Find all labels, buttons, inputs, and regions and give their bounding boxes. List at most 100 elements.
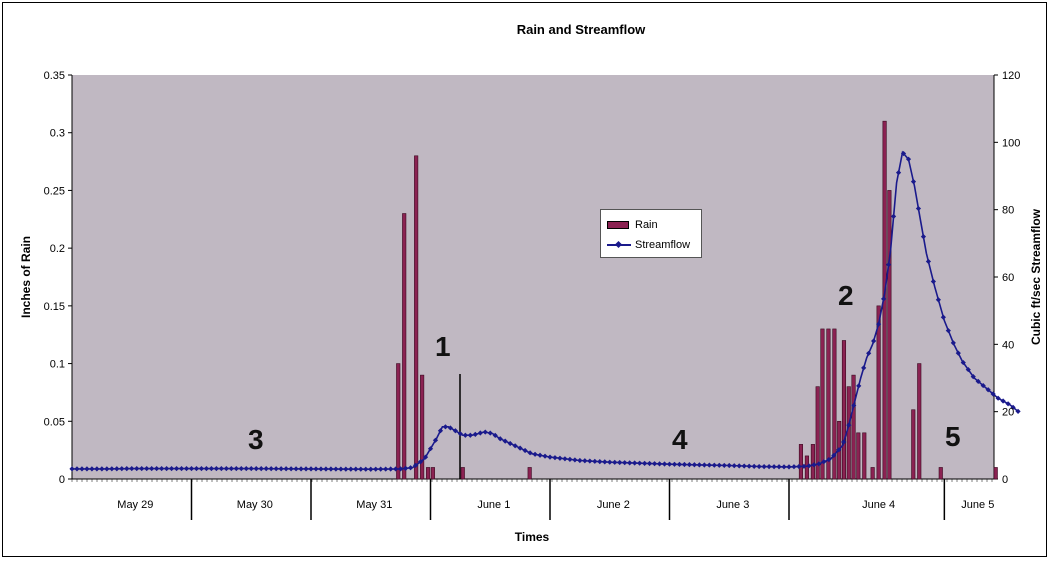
- streamflow-point: [502, 438, 508, 444]
- y-tick-label-left: 0.1: [50, 359, 65, 371]
- streamflow-point: [711, 462, 717, 468]
- streamflow-point: [183, 465, 190, 472]
- rain-bar: [527, 467, 532, 480]
- streamflow-point: [313, 466, 319, 472]
- rain-bar: [862, 432, 867, 480]
- streamflow-point: [308, 466, 314, 472]
- streamflow-point: [144, 465, 150, 472]
- legend-label-streamflow: Streamflow: [635, 239, 691, 251]
- streamflow-point: [248, 465, 254, 472]
- streamflow-point: [706, 462, 712, 468]
- streamflow-point: [900, 150, 907, 157]
- rain-bar: [887, 190, 892, 480]
- streamflow-point: [368, 466, 374, 472]
- streamflow-point: [353, 466, 359, 472]
- streamflow-point: [846, 422, 852, 428]
- x-tick-label: May 31: [356, 499, 392, 511]
- rain-bar: [826, 328, 831, 480]
- y-tick-label-right: 120: [1002, 70, 1020, 82]
- rain-swatch: [607, 221, 629, 229]
- rain-bar: [798, 444, 804, 480]
- streamflow-point: [373, 466, 379, 472]
- labels-layer: 00.050.10.150.20.250.30.3502040608010012…: [44, 70, 1021, 511]
- rain-bar: [856, 432, 861, 480]
- rain-bar: [911, 409, 916, 480]
- streamflow-point: [198, 465, 205, 472]
- streamflow-point: [651, 461, 658, 467]
- streamflow-point: [607, 459, 613, 465]
- x-tick-label: June 1: [477, 499, 510, 511]
- streamflow-point: [642, 460, 648, 466]
- streamflow-point: [895, 170, 902, 176]
- streamflow-point: [258, 466, 264, 472]
- streamflow-point: [517, 445, 523, 451]
- streamflow-point: [816, 461, 822, 467]
- streamflow-point: [716, 462, 722, 468]
- rain-bar: [396, 363, 401, 480]
- streamflow-point: [164, 465, 170, 472]
- streamflow-point: [751, 463, 757, 469]
- streamflow-point: [283, 466, 289, 472]
- streamflow-point: [656, 461, 663, 467]
- streamflow-point: [597, 459, 603, 465]
- streamflow-point: [592, 458, 598, 464]
- streamflow-point: [442, 424, 449, 430]
- streamflow-point: [985, 387, 991, 393]
- rain-bar: [851, 374, 856, 480]
- streamflow-point: [910, 179, 917, 185]
- streamflow-point: [288, 466, 294, 472]
- streamflow-point: [826, 457, 832, 463]
- streamflow-point: [522, 447, 528, 454]
- y-tick-label-right: 20: [1002, 407, 1014, 419]
- streamflow-point: [462, 432, 468, 438]
- streamflow-point: [1010, 404, 1016, 410]
- streamflow-point: [781, 464, 787, 470]
- streamflow-point: [328, 466, 334, 472]
- streamflow-point: [955, 350, 961, 356]
- streamflow-point: [119, 466, 125, 472]
- streamflow-point: [378, 466, 384, 472]
- streamflow-point: [617, 459, 623, 466]
- x-axis-title: Times: [515, 530, 550, 544]
- streamflow-point: [756, 463, 762, 470]
- streamflow-point: [383, 466, 389, 472]
- streamflow-point: [567, 456, 573, 462]
- y-tick-label-right: 40: [1002, 339, 1014, 351]
- streamflow-point: [74, 466, 80, 472]
- streamflow-point: [975, 378, 981, 384]
- annotation-3: 3: [248, 424, 264, 455]
- rain-bar: [841, 340, 847, 480]
- streamflow-point: [84, 466, 90, 472]
- streamflow-point: [348, 466, 354, 472]
- streamflow-point: [188, 465, 195, 472]
- streamflow-point: [950, 340, 956, 346]
- y-tick-label-left: 0.05: [44, 416, 65, 428]
- legend-item-streamflow: Streamflow: [607, 238, 690, 252]
- y-tick-label-right: 0: [1002, 474, 1008, 486]
- rain-bar: [430, 467, 435, 480]
- y-tick-label-left: 0.35: [44, 70, 65, 82]
- x-tick-label: June 2: [597, 499, 630, 511]
- streamflow-point: [905, 156, 912, 162]
- streamflow-point: [935, 297, 941, 303]
- streamflow-point: [228, 465, 234, 472]
- streamflow-point: [388, 466, 394, 472]
- axes-layer: [68, 74, 998, 520]
- streamflow-swatch: [607, 240, 631, 250]
- streamflow-point: [69, 466, 75, 472]
- streamflow-point: [109, 466, 115, 472]
- streamflow-point: [766, 464, 772, 470]
- streamflow-point: [1015, 408, 1021, 414]
- streamflow-point: [577, 457, 583, 464]
- streamflow-point: [721, 462, 727, 469]
- streamflow-point: [980, 382, 986, 389]
- streamflow-point: [965, 366, 971, 373]
- streamflow-point: [741, 463, 747, 469]
- streamflow-point: [507, 440, 513, 447]
- streamflow-point: [447, 425, 454, 431]
- streamflow-point: [168, 465, 175, 472]
- streamflow-point: [437, 428, 444, 434]
- rain-bar: [993, 467, 998, 480]
- rain-bar: [810, 444, 815, 480]
